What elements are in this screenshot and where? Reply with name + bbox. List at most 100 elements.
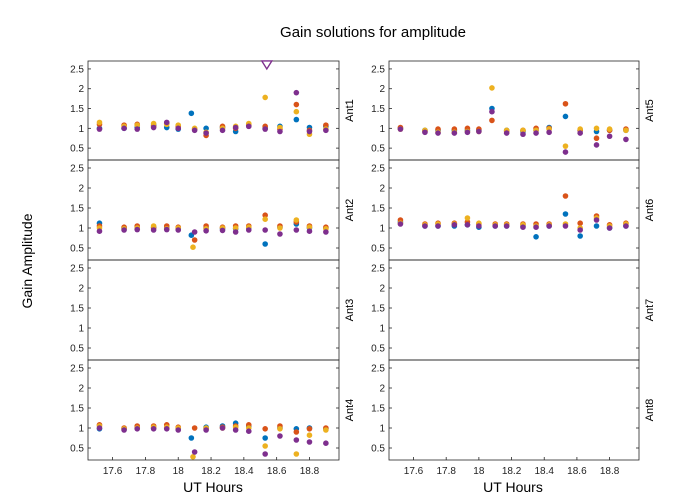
x-tick-label: 18.6 [567, 466, 587, 477]
panel-grid: 0.5 1 1.5 2 2.5 Ant1 0.5 1 1.5 2 2.5 Ant2 0.5 1 1.5 2 2.… [70, 60, 656, 477]
data-point [121, 427, 127, 433]
data-point [306, 224, 313, 230]
y-tick-label: 1 [78, 224, 84, 235]
data-point [245, 123, 252, 130]
data-point [435, 223, 441, 229]
data-point [190, 454, 196, 460]
y-tick-label: 2.5 [70, 64, 84, 75]
y-tick-label: 1.5 [371, 104, 385, 115]
x-tick-label: 18 [173, 466, 185, 477]
y-tick-label: 1 [379, 224, 385, 235]
figure-title: Gain solutions for amplitude [280, 24, 466, 41]
data-point [150, 120, 157, 127]
data-point [306, 432, 313, 439]
data-point [121, 227, 127, 233]
data-point [262, 126, 268, 132]
y-tick-label: 2.5 [70, 164, 84, 175]
data-point [464, 129, 471, 136]
data-point [503, 223, 510, 229]
y-tick-label: 2 [379, 84, 385, 95]
data-point [533, 224, 539, 230]
data-point [191, 425, 198, 431]
y-tick-label: 1.5 [371, 204, 385, 215]
y-tick-label: 2 [78, 284, 84, 295]
series-purple [96, 226, 329, 237]
x-tick-label: 17.8 [136, 466, 156, 477]
data-point [262, 94, 268, 101]
data-point [96, 228, 103, 234]
data-point [188, 435, 195, 441]
data-point [262, 216, 268, 222]
data-point [593, 223, 600, 229]
data-point [323, 440, 329, 447]
data-point [96, 425, 103, 431]
data-point [593, 217, 600, 223]
series-yellow [96, 94, 329, 138]
data-point [606, 133, 613, 140]
data-point [175, 227, 182, 233]
data-point [277, 128, 283, 135]
data-point [323, 229, 329, 235]
data-point [577, 227, 583, 233]
panel-ant5: 0.5 1 1.5 2 2.5 Ant5 [371, 60, 656, 161]
data-point [489, 117, 495, 124]
y-axis-label: Gain Amplitude [19, 213, 35, 308]
y-tick-label: 2.5 [70, 364, 84, 375]
x-tick-label: 18.6 [267, 466, 287, 477]
y-tick-label: 2.5 [371, 64, 385, 75]
y-tick-label: 0.5 [70, 444, 84, 455]
data-point [203, 130, 209, 136]
data-point [577, 126, 583, 132]
data-point [562, 149, 569, 155]
y-tick-label: 0.5 [70, 344, 84, 355]
y-tick-label: 0.5 [371, 344, 385, 355]
data-point [533, 234, 539, 240]
y-tick-label: 2.5 [371, 364, 385, 375]
x-tick-label: 17.6 [103, 466, 123, 477]
data-point [96, 126, 103, 132]
data-point [323, 427, 329, 433]
data-point [546, 129, 552, 136]
data-point [293, 116, 300, 123]
data-point [262, 426, 268, 432]
data-point [451, 130, 458, 136]
data-point [293, 108, 300, 115]
data-point [577, 233, 583, 239]
data-point [219, 227, 226, 234]
data-point [245, 227, 252, 233]
antenna-label: Ant3 [344, 299, 356, 322]
data-point [306, 439, 313, 445]
antenna-label: Ant8 [644, 399, 656, 422]
data-point [562, 223, 569, 229]
panel-ant2: 0.5 1 1.5 2 2.5 Ant2 [70, 159, 356, 261]
data-point [277, 124, 283, 131]
x-tick-label: 17.8 [436, 466, 456, 477]
data-point [306, 128, 313, 135]
antenna-label: Ant5 [644, 99, 656, 122]
y-tick-label: 1 [379, 424, 385, 435]
y-tick-label: 1 [379, 324, 385, 335]
data-point [323, 122, 329, 128]
data-point [277, 231, 283, 237]
data-point [476, 223, 482, 229]
x-tick-label: 18.4 [534, 466, 554, 477]
panel-frame [87, 259, 340, 361]
data-point [293, 451, 300, 457]
panel-ant4: 0.5 1 1.5 2 2.5 17.6 17.8 18 18.2 18.4 18.6 18.8 Ant… [70, 359, 356, 477]
y-tick-label: 1 [379, 124, 385, 135]
data-point [435, 130, 441, 136]
data-point [134, 126, 141, 132]
y-tick-label: 0.5 [371, 244, 385, 255]
panel-frame [87, 60, 340, 161]
panel-frame [388, 359, 640, 461]
data-point [520, 127, 526, 134]
data-point [134, 226, 141, 233]
data-point [546, 223, 552, 229]
y-tick-label: 0.5 [70, 144, 84, 155]
data-point [121, 125, 127, 132]
data-point [219, 425, 226, 431]
data-point [232, 229, 239, 235]
panel-ant1: 0.5 1 1.5 2 2.5 Ant1 [70, 60, 356, 161]
data-point [262, 451, 268, 457]
